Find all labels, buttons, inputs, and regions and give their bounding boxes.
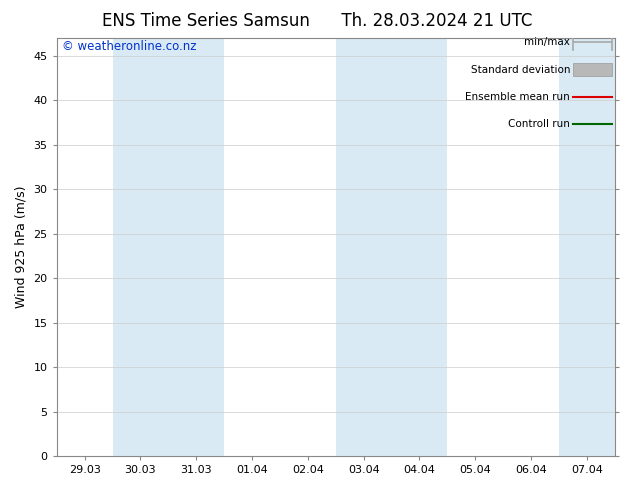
Point: [133, 444, 140, 450]
Bar: [112, 38, 169, 456]
Text: Ensemble mean run: Ensemble mean run: [465, 92, 570, 102]
Text: © weatheronline.co.nz: © weatheronline.co.nz: [62, 40, 197, 53]
Bar: [573, 63, 612, 76]
Point: [136, 445, 144, 451]
Y-axis label: Wind 925 hPa (m/s): Wind 925 hPa (m/s): [15, 186, 28, 308]
Text: ENS Time Series Samsun      Th. 28.03.2024 21 UTC: ENS Time Series Samsun Th. 28.03.2024 21…: [102, 12, 532, 30]
Text: Controll run: Controll run: [508, 119, 570, 129]
Text: Standard deviation: Standard deviation: [470, 65, 570, 74]
Point: [136, 444, 144, 450]
Bar: [169, 38, 224, 456]
Point: [133, 446, 140, 452]
Point: [136, 446, 144, 452]
Bar: [392, 38, 448, 456]
Text: min/max: min/max: [524, 37, 570, 48]
Point: [133, 444, 140, 450]
Bar: [336, 38, 392, 456]
Point: [136, 444, 144, 450]
Point: [133, 444, 140, 450]
Point: [133, 445, 140, 451]
Bar: [559, 38, 615, 456]
Point: [136, 444, 144, 450]
